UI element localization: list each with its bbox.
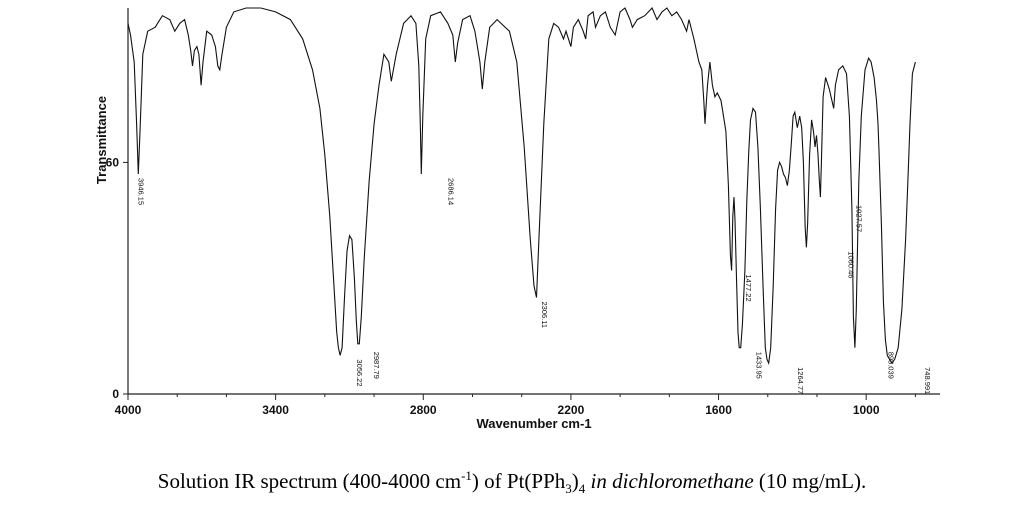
x-ticks: 4000 3400 2800 2200 1600 1000 xyxy=(115,394,916,417)
caption-subscript: 3 xyxy=(565,481,572,497)
x-tick-label: 4000 xyxy=(115,403,142,417)
x-tick-label: 1600 xyxy=(705,403,732,417)
caption-solvent: in dichloromethane xyxy=(585,469,754,493)
caption-text: Solution IR spectrum (400-4000 cm xyxy=(157,469,462,493)
caption-subscript-2: 4 xyxy=(578,481,586,497)
ir-spectrum-chart: 4000 3400 2800 2200 1600 1000 0 60 3946.15 3056… xyxy=(94,7,940,431)
plot-frame xyxy=(127,8,940,395)
caption-superscript: -1 xyxy=(461,468,472,483)
spectrum-line xyxy=(127,7,916,366)
peak-label: 1264.77 xyxy=(796,367,805,394)
peak-label: 1433.95 xyxy=(754,352,763,379)
peak-labels: 3946.15 3056.22 2987.79 2686.14 2306.11 1477.… xyxy=(136,178,932,394)
x-tick-label: 3400 xyxy=(262,403,289,417)
peak-label: 2686.14 xyxy=(446,178,455,205)
y-ticks: 0 60 xyxy=(106,155,128,401)
y-tick-label: 0 xyxy=(112,387,119,401)
y-axis-label: Transmittance xyxy=(94,96,109,184)
y-tick-label: 60 xyxy=(106,155,120,169)
caption-text-formula: ) of Pt(PPh xyxy=(471,469,566,493)
peak-label: 1477.22 xyxy=(744,275,753,302)
x-tick-label: 2800 xyxy=(410,403,437,417)
x-tick-label: 1000 xyxy=(853,403,880,417)
peak-label: 3056.22 xyxy=(355,359,364,386)
x-tick-label: 2200 xyxy=(558,403,585,417)
peak-label: 1027.57 xyxy=(854,205,863,232)
peak-label: 2987.79 xyxy=(372,352,381,379)
x-axis-label: Wavenumber cm-1 xyxy=(476,416,591,431)
caption-text-end: (10 mg/mL). xyxy=(753,469,867,493)
caption-text-formula-close: ) xyxy=(571,469,579,493)
figure-caption: Solution IR spectrum (400-4000 cm-1) of … xyxy=(0,468,1024,497)
peak-label: 748.991 xyxy=(923,367,932,394)
peak-label: 1060.46 xyxy=(846,251,855,278)
peak-label: 2306.11 xyxy=(540,302,549,329)
peak-label: 3946.15 xyxy=(136,178,145,205)
peak-label: 898.039 xyxy=(886,352,895,379)
